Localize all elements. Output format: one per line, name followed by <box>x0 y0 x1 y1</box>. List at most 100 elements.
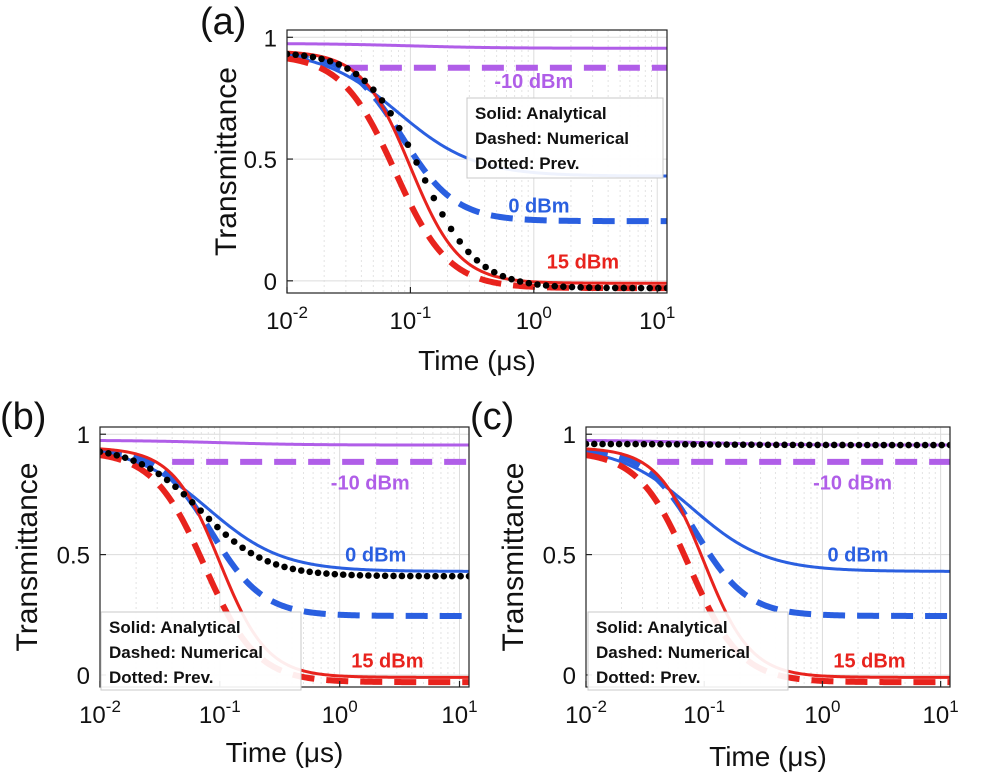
series-line-solid-2 <box>100 451 469 573</box>
y-tick-label: 1 <box>264 25 277 52</box>
legend-entry: Dashed: Numerical <box>596 643 750 662</box>
series-point-prev <box>806 441 813 449</box>
series-point-prev <box>789 441 797 449</box>
series-point-prev <box>331 570 339 578</box>
panel-label: (a) <box>200 1 246 43</box>
y-tick-label: 0.5 <box>543 543 576 570</box>
x-tick-label: 101 <box>639 303 675 335</box>
series-point-prev <box>913 441 921 449</box>
series-point-prev <box>404 141 412 149</box>
legend-entry: Solid: Analytical <box>475 104 607 123</box>
legend-entry: Dotted: Prev. <box>109 668 214 687</box>
series-point-prev <box>797 441 805 449</box>
series-point-prev <box>413 159 420 166</box>
x-tick-label: 10-2 <box>79 697 121 729</box>
series-label: -10 dBm <box>813 472 892 494</box>
series-point-prev <box>381 572 389 580</box>
legend-entry: Solid: Analytical <box>596 618 728 637</box>
legend-entry: Dashed: Numerical <box>475 129 629 148</box>
x-tick-label: 101 <box>441 697 477 729</box>
series-point-prev <box>214 523 221 531</box>
y-tick-label: 0.5 <box>57 543 90 570</box>
series-point-prev <box>247 549 255 557</box>
series-point-prev <box>323 570 330 577</box>
series-point-prev <box>130 457 137 464</box>
series-point-prev <box>378 97 386 104</box>
legend: Solid: Analytical Dashed: Numerical Dotted… <box>587 611 789 691</box>
series-point-prev <box>138 461 146 468</box>
series-point-prev <box>309 53 317 61</box>
x-tick-label: 100 <box>516 303 552 335</box>
series-point-prev <box>516 278 524 285</box>
series-point-prev <box>624 440 631 448</box>
series-point-prev <box>888 441 896 449</box>
series-point-prev <box>395 124 403 132</box>
series-label: 0 dBm <box>827 545 888 567</box>
chart-panel-2: 1 0.5 0 10-2 10-1 100 101 Transmittance Time (μs… <box>470 396 959 772</box>
series-point-prev <box>814 441 821 449</box>
series-line-dashed-3 <box>100 447 469 619</box>
series-point-prev <box>440 572 448 580</box>
series-point-prev <box>339 571 347 578</box>
series-point-prev <box>387 109 394 117</box>
series-point-prev <box>611 284 619 292</box>
series-point-prev <box>723 441 730 448</box>
y-tick-label: 0 <box>264 269 277 296</box>
series-point-prev <box>318 55 325 63</box>
chart-panel-0: 1 0.5 0 10-2 10-1 100 101 Transmittance Time (μs… <box>200 1 675 376</box>
y-axis-label: Transmittance <box>210 67 243 256</box>
series-point-prev <box>415 572 422 580</box>
x-tick-label: 10-2 <box>565 697 607 729</box>
series-label: -10 dBm <box>494 71 573 93</box>
series-line-solid-2 <box>586 451 950 573</box>
x-axis-label: Time (μs) <box>418 345 536 376</box>
series-point-prev <box>292 51 299 59</box>
series-point-prev <box>706 441 714 448</box>
series-point-prev <box>560 283 567 290</box>
series-line-solid-0 <box>100 439 469 447</box>
panel-label: (c) <box>470 396 514 438</box>
series-point-prev <box>352 70 360 78</box>
series-point-prev <box>230 538 238 545</box>
series-point-prev <box>430 194 438 202</box>
y-tick-label: 0 <box>563 663 576 690</box>
series-point-prev <box>629 284 636 292</box>
series-point-prev <box>172 483 179 491</box>
series-point-prev <box>615 440 623 448</box>
legend-entry: Dotted: Prev. <box>596 668 701 687</box>
series-point-prev <box>594 284 602 291</box>
series-point-prev <box>897 441 904 449</box>
series-point-prev <box>930 441 937 449</box>
series-point-prev <box>905 441 912 449</box>
series-point-prev <box>447 225 455 233</box>
series-point-prev <box>188 499 196 506</box>
y-axis-label: Transmittance <box>497 463 530 652</box>
series-point-prev <box>239 544 246 552</box>
chart-panel-1: 1 0.5 0 10-2 10-1 100 101 Transmittance Time (μs… <box>0 396 478 768</box>
series-point-prev <box>439 211 446 218</box>
series-label: -10 dBm <box>331 472 410 494</box>
series-point-prev <box>197 507 204 514</box>
x-tick-label: 100 <box>322 697 358 729</box>
series-group <box>100 439 469 686</box>
series-line-dashed-5 <box>287 55 667 292</box>
series-point-prev <box>180 490 188 498</box>
series-point-prev <box>690 441 697 448</box>
series-point-prev <box>421 177 429 184</box>
series-point-prev <box>457 572 464 580</box>
series-group <box>287 42 667 292</box>
series-point-prev <box>473 257 481 264</box>
series-point-prev <box>637 284 645 292</box>
series-point-prev <box>326 57 334 65</box>
series-point-prev <box>281 563 288 571</box>
series-point-prev <box>657 440 664 448</box>
series-point-prev <box>599 440 606 448</box>
series-point-prev <box>105 450 112 457</box>
y-tick-label: 0 <box>77 663 90 690</box>
series-label: 0 dBm <box>345 545 406 567</box>
x-tick-label: 101 <box>923 697 959 729</box>
series-point-prev <box>508 275 515 283</box>
legend: Solid: Analytical Dashed: Numerical Dotted… <box>100 611 302 691</box>
series-point-prev <box>863 441 871 449</box>
